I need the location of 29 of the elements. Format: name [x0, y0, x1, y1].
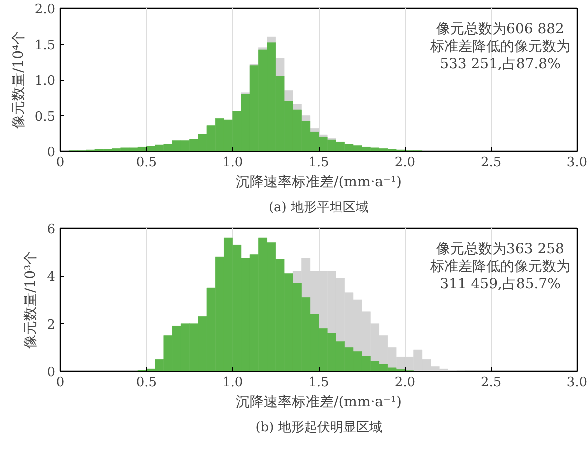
y-tick-label: 4 — [47, 270, 56, 286]
x-tick-label: 2.5 — [480, 376, 502, 390]
y-tick-label: 0.5 — [34, 110, 56, 125]
x-tick-label: 2.0 — [394, 156, 416, 170]
x-tick-label: 1.0 — [222, 376, 244, 390]
y-tick-label: 6 — [47, 222, 56, 238]
y-tick-label: 0 — [47, 366, 56, 380]
y-tick-label: 2 — [47, 318, 56, 333]
y-axis-title: 像元数量/10³个 — [23, 250, 40, 350]
x-tick-label: 1.0 — [222, 156, 244, 170]
x-axis-title: 沉降速率标准差/(mm·a⁻¹) — [236, 394, 402, 410]
text: (b) 地形起伏明显区域 — [256, 420, 382, 436]
x-tick-label: 2.0 — [394, 376, 416, 390]
x-tick-label: 3.0 — [566, 376, 587, 390]
y-tick-label: 0 — [47, 146, 56, 160]
x-tick-label: 1.5 — [308, 156, 330, 170]
text: (a) 地形平坦区域 — [268, 200, 370, 216]
annotation: 像元总数为363 258 标准差降低的像元数为 311 459,占85.7% — [430, 242, 570, 293]
y-tick-label: 2.0 — [34, 2, 56, 18]
x-axis-title: 沉降速率标准差/(mm·a⁻¹) — [236, 174, 402, 190]
x-tick-label: 0.5 — [136, 156, 158, 170]
x-tick-label: 3.0 — [566, 156, 587, 170]
x-tick-label: 0.5 — [136, 376, 158, 390]
y-tick-label: 1.0 — [34, 74, 56, 89]
annotation: 像元总数为606 882 标准差降低的像元数为 533 251,占87.8% — [430, 22, 570, 73]
x-tick-label: 1.5 — [308, 376, 330, 390]
y-axis-title: 像元数量/10⁴个 — [10, 30, 27, 130]
y-tick-label: 1.5 — [34, 38, 56, 54]
x-tick-label: 2.5 — [480, 156, 502, 170]
